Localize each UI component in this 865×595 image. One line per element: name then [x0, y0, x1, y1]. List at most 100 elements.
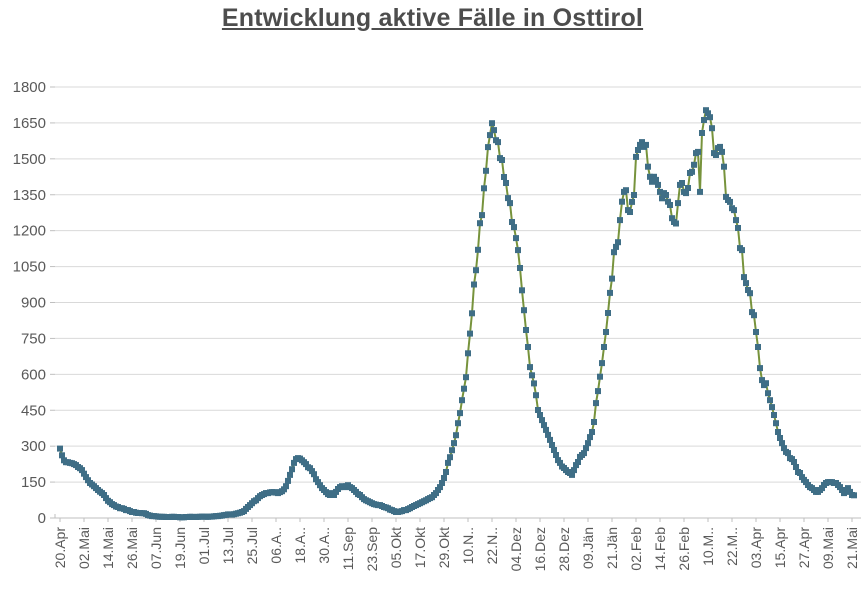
data-point-marker — [653, 176, 659, 183]
x-tick-label: 21.Jän — [604, 527, 620, 569]
data-point-marker — [443, 469, 449, 475]
data-point-marker — [471, 281, 477, 288]
data-point-marker — [463, 374, 469, 381]
data-point-marker — [623, 187, 629, 194]
x-tick-label: 20.Apr — [52, 527, 68, 569]
x-tick-label: 02.Mai — [76, 527, 92, 569]
data-point-marker — [709, 125, 715, 132]
data-point-marker — [547, 436, 553, 443]
data-point-marker — [585, 440, 591, 447]
data-point-marker — [57, 445, 63, 452]
data-point-marker — [767, 397, 773, 404]
y-tick-label: 750 — [21, 330, 46, 347]
x-tick-label: 25.Jul — [244, 527, 260, 564]
data-point-marker — [595, 388, 601, 395]
data-point-marker — [627, 209, 633, 215]
data-point-marker — [635, 147, 641, 153]
data-point-marker — [851, 492, 857, 499]
data-point-marker — [287, 471, 293, 478]
data-point-marker — [773, 420, 779, 427]
x-tick-label: 14.Mai — [100, 527, 116, 569]
data-point-marker — [441, 475, 447, 481]
data-point-marker — [473, 267, 479, 274]
data-point-marker — [771, 412, 777, 418]
data-point-marker — [531, 380, 537, 387]
x-tick-label: 10.N.. — [460, 527, 476, 564]
data-point-marker — [733, 217, 739, 224]
data-point-marker — [639, 139, 645, 146]
data-point-marker — [291, 459, 297, 466]
data-point-marker — [613, 243, 619, 250]
data-point-marker — [703, 107, 709, 114]
x-tick-label: 03.Apr — [748, 527, 764, 569]
x-tick-label: 19.Jun — [172, 527, 188, 569]
data-point-marker — [569, 471, 575, 478]
data-point-marker — [539, 417, 545, 424]
data-point-marker — [753, 329, 759, 335]
data-point-marker — [685, 185, 691, 191]
data-point-marker — [747, 290, 753, 297]
data-point-marker — [599, 360, 605, 367]
data-point-marker — [615, 239, 621, 246]
data-point-marker — [769, 404, 775, 411]
data-point-marker — [545, 431, 551, 438]
data-point-marker — [481, 185, 487, 192]
x-tick-label: 10.M.. — [700, 527, 716, 566]
data-point-marker — [543, 426, 549, 433]
x-tick-label: 06.A.. — [268, 527, 284, 564]
data-point-marker — [777, 435, 783, 441]
data-point-marker — [437, 484, 443, 491]
data-point-marker — [717, 143, 723, 150]
data-point-marker — [619, 198, 625, 205]
data-point-marker — [541, 422, 547, 429]
x-tick-label: 13.Jul — [220, 527, 236, 564]
y-tick-label: 1200 — [13, 223, 46, 240]
data-point-marker — [617, 217, 623, 224]
data-point-marker — [679, 180, 685, 186]
data-point-marker — [603, 329, 609, 335]
x-tick-label: 09.Jän — [580, 527, 596, 569]
data-point-marker — [533, 392, 539, 399]
data-point-marker — [573, 462, 579, 469]
data-point-marker — [59, 452, 65, 459]
data-point-marker — [557, 459, 563, 466]
data-point-marker — [83, 474, 89, 481]
data-point-marker — [483, 167, 489, 174]
data-point-marker — [591, 419, 597, 425]
data-point-marker — [309, 468, 315, 475]
data-point-marker — [719, 148, 725, 155]
data-point-marker — [633, 153, 639, 160]
data-point-marker — [589, 429, 595, 435]
data-point-marker — [741, 274, 747, 281]
data-point-marker — [819, 485, 825, 492]
data-point-marker — [691, 161, 697, 168]
data-point-marker — [479, 212, 485, 219]
data-point-marker — [451, 440, 457, 447]
data-point-marker — [765, 390, 771, 397]
data-point-marker — [433, 490, 439, 497]
data-point-marker — [475, 246, 481, 253]
data-point-marker — [757, 365, 763, 372]
data-point-marker — [507, 200, 513, 207]
chart-title: Entwicklung aktive Fälle in Osttirol — [221, 4, 644, 32]
data-point-marker — [487, 132, 493, 139]
data-point-marker — [581, 450, 587, 457]
x-tick-label: 18.A.. — [292, 527, 308, 564]
data-point-marker — [651, 173, 657, 180]
data-point-marker — [781, 445, 787, 452]
data-point-marker — [727, 198, 733, 205]
data-point-marker — [631, 192, 637, 198]
y-tick-label: 1350 — [13, 187, 46, 204]
data-point-marker — [491, 127, 497, 134]
x-tick-label: 22.M.. — [724, 527, 740, 566]
data-point-marker — [673, 220, 679, 227]
data-point-marker — [655, 181, 661, 188]
y-tick-label: 600 — [21, 366, 46, 383]
x-tick-label: 04.Dez — [508, 527, 524, 571]
data-point-marker — [645, 163, 651, 170]
data-point-marker — [763, 380, 769, 387]
data-point-marker — [663, 192, 669, 198]
data-point-marker — [447, 454, 453, 461]
data-point-marker — [461, 385, 467, 392]
data-point-marker — [571, 467, 577, 474]
